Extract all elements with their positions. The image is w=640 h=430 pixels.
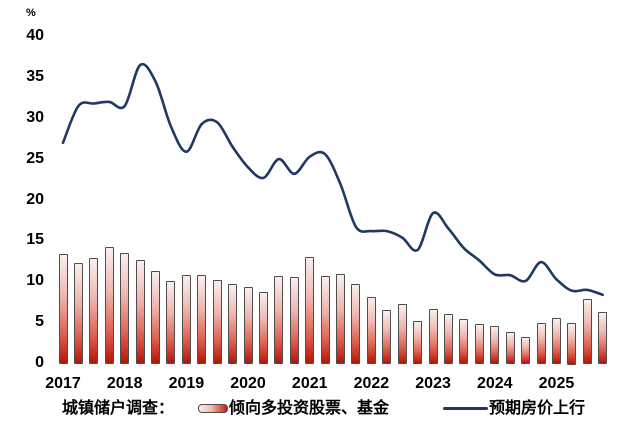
y-tick-35: 35 (26, 67, 44, 85)
bar-2021Q2 (320, 276, 330, 365)
bar-2023Q1 (428, 308, 438, 365)
y-tick-25: 25 (26, 149, 44, 167)
bar-2019Q3 (212, 280, 222, 365)
bar-2018Q4 (166, 280, 176, 365)
bar-2023Q4 (474, 324, 484, 365)
x-tick-2022: 2022 (353, 375, 390, 392)
bar-2025Q1 (551, 317, 561, 365)
x-tick-2024: 2024 (476, 375, 513, 392)
bar-2022Q2 (382, 310, 392, 365)
bar-2018Q1 (120, 253, 130, 365)
bar-2017Q2 (73, 262, 83, 365)
bar-2019Q4 (228, 284, 238, 365)
y-tick-30: 30 (26, 108, 44, 126)
line-series-swatch-icon (443, 407, 488, 411)
bar-2025Q3 (582, 298, 592, 365)
bar-2019Q1 (181, 275, 191, 365)
x-tick-2023: 2023 (415, 375, 451, 392)
y-tick-15: 15 (26, 231, 44, 249)
y-axis-unit-label: % (26, 7, 36, 19)
legend-prefix-label: 城镇储户调查： (62, 400, 175, 417)
x-tick-2019: 2019 (168, 375, 205, 392)
legend-bar-series-label: 倾向多投资股票、基金 (229, 400, 390, 417)
bar-2021Q4 (351, 284, 361, 365)
bar-2022Q1 (366, 297, 376, 365)
bar-2019Q2 (197, 275, 207, 365)
bar-2025Q4 (598, 311, 608, 365)
bar-2022Q4 (413, 320, 423, 365)
bar-2018Q3 (151, 271, 161, 365)
x-tick-2017: 2017 (45, 375, 81, 392)
y-tick-5: 5 (35, 313, 44, 331)
bar-2021Q3 (336, 274, 346, 365)
x-tick-2025: 2025 (538, 375, 575, 392)
bar-2025Q2 (567, 322, 577, 365)
bar-2018Q2 (135, 260, 145, 365)
bar-2017Q3 (89, 258, 99, 365)
bar-2021Q1 (305, 257, 315, 365)
bar-2020Q1 (243, 287, 253, 365)
y-tick-0: 0 (35, 354, 44, 371)
y-tick-10: 10 (26, 272, 44, 290)
bar-2017Q1 (58, 253, 68, 365)
bar-2020Q2 (258, 292, 268, 365)
bar-2023Q3 (459, 319, 469, 365)
bar-2020Q3 (274, 276, 284, 365)
bar-2020Q4 (289, 276, 299, 365)
bar-2024Q2 (505, 331, 515, 365)
bar-2017Q4 (104, 246, 114, 365)
bar-series-swatch-icon (198, 404, 228, 413)
x-tick-2021: 2021 (291, 375, 328, 392)
bar-2022Q3 (397, 303, 407, 365)
bar-2024Q3 (521, 337, 531, 365)
bar-2024Q1 (490, 325, 500, 365)
x-tick-2018: 2018 (106, 375, 143, 392)
y-tick-20: 20 (26, 190, 44, 208)
legend-line-series-label: 预期房价上行 (489, 400, 586, 417)
bar-2023Q2 (444, 314, 453, 365)
bar-2024Q4 (536, 323, 546, 365)
y-tick-40: 40 (26, 27, 44, 44)
x-tick-2020: 2020 (230, 375, 266, 392)
